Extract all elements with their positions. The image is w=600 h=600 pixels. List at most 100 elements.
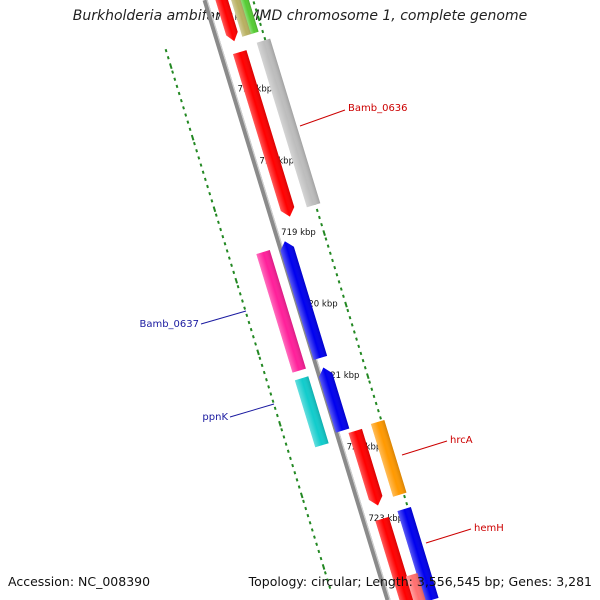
tick-label: 719 kbp (281, 228, 316, 238)
minor-tick-right (210, 199, 214, 203)
minor-tick-right (315, 542, 319, 546)
minor-tick-left (355, 337, 358, 341)
minor-tick-right (304, 506, 308, 511)
minor-tick-right (273, 406, 277, 411)
gene-block-green-top[interactable] (234, 0, 259, 35)
minor-tick-right (193, 141, 196, 146)
minor-tick-right (201, 170, 205, 174)
minor-tick-left (326, 244, 330, 248)
gene-block-blue-2[interactable] (317, 365, 350, 433)
major-tick-left (366, 373, 370, 380)
major-tick-right (256, 349, 260, 356)
minor-tick-right (223, 242, 227, 246)
minor-tick-right (166, 56, 170, 60)
gene-block-blue-1[interactable] (278, 239, 328, 360)
minor-tick-right (238, 292, 242, 296)
minor-tick-right (225, 249, 229, 253)
gene-label[interactable]: Bamb_0636 (348, 103, 408, 114)
minor-tick-left (259, 22, 262, 27)
minor-tick-left (372, 394, 376, 399)
gene-block-red-top[interactable] (211, 0, 240, 43)
gene-block-magenta-bamb-0637[interactable] (256, 249, 306, 373)
minor-tick-left (315, 208, 319, 213)
minor-tick-right (284, 442, 288, 446)
gene-labels: Bamb_0636 Bamb_0637 ppnK hrcA hemH (139, 103, 504, 544)
gene-block-cyan-ppnk[interactable] (294, 376, 329, 448)
gene-block-red-3[interactable] (375, 516, 416, 600)
minor-tick-right (258, 356, 262, 360)
minor-tick-left (346, 308, 350, 313)
gene-block-gray-bamb-0636[interactable] (256, 38, 321, 208)
gene-block-pink[interactable] (405, 572, 427, 600)
minor-tick-right (306, 513, 310, 518)
minor-tick-right (308, 521, 312, 525)
minor-tick-left (379, 416, 382, 420)
minor-tick-right (230, 263, 233, 267)
major-tick-right (278, 420, 282, 427)
gene-block-olive-top[interactable] (225, 0, 252, 37)
minor-tick-right (317, 549, 321, 554)
major-tick-left (344, 301, 348, 308)
minor-tick-right (249, 327, 253, 332)
minor-tick-left (405, 501, 409, 506)
minor-tick-right (171, 70, 175, 74)
gene-block-red-1[interactable] (233, 50, 297, 219)
minor-tick-left (261, 29, 265, 34)
minor-tick-right (267, 385, 271, 389)
minor-tick-right (289, 456, 292, 461)
minor-tick-right (177, 91, 181, 96)
gene-label[interactable]: Bamb_0637 (139, 319, 199, 330)
minor-tick-left (368, 380, 372, 384)
gene-block-blue-3[interactable] (397, 506, 439, 600)
minor-tick-right (247, 320, 251, 325)
major-tick-right (169, 63, 173, 70)
minor-tick-right (206, 184, 209, 189)
minor-tick-left (348, 315, 352, 320)
major-tick-right (190, 134, 195, 141)
minor-tick-right (269, 392, 273, 396)
minor-tick-right (214, 213, 218, 217)
gene-block-red-2[interactable] (348, 428, 385, 508)
major-tick-left (256, 15, 261, 22)
minor-tick-right (217, 220, 220, 225)
minor-tick-right (280, 428, 284, 432)
minor-tick-right (164, 48, 168, 53)
minor-tick-right (310, 528, 314, 532)
minor-tick-right (275, 413, 279, 418)
minor-tick-right (265, 377, 268, 382)
minor-tick-left (263, 36, 267, 41)
minor-tick-left (342, 294, 345, 298)
minor-tick-left (320, 222, 324, 227)
minor-tick-left (254, 8, 258, 12)
minor-tick-right (182, 106, 185, 110)
genome-summary-text: Topology: circular; Length: 3,556,545 bp… (248, 574, 592, 589)
minor-tick-right (295, 478, 299, 482)
minor-tick-left (335, 273, 339, 277)
minor-tick-left (374, 401, 378, 406)
minor-tick-right (195, 149, 199, 153)
tick-label: 720 kbp (303, 299, 338, 309)
leader-line (425, 528, 472, 544)
minor-tick-right (260, 363, 264, 368)
gene-block-orange-hrca[interactable] (370, 419, 407, 497)
minor-tick-left (357, 344, 361, 349)
minor-tick-right (197, 156, 201, 160)
minor-tick-left (376, 408, 380, 413)
tick-label: 721 kbp (325, 371, 360, 381)
major-tick-left (322, 230, 326, 236)
minor-tick-left (324, 237, 328, 241)
gene-label[interactable]: ppnK (202, 412, 228, 423)
minor-tick-right (313, 535, 316, 539)
gene-features (211, 0, 439, 600)
minor-tick-right (199, 163, 203, 167)
minor-tick-right (219, 227, 223, 232)
gene-label[interactable]: hemH (474, 523, 504, 534)
minor-tick-right (208, 191, 212, 196)
minor-tick-right (326, 578, 329, 582)
gene-label[interactable]: hrcA (450, 435, 473, 446)
major-tick-right (212, 206, 217, 213)
minor-tick-left (352, 330, 356, 334)
minor-tick-right (328, 585, 332, 589)
map-title: Burkholderia ambifaria AMMD chromosome 1… (72, 8, 528, 24)
